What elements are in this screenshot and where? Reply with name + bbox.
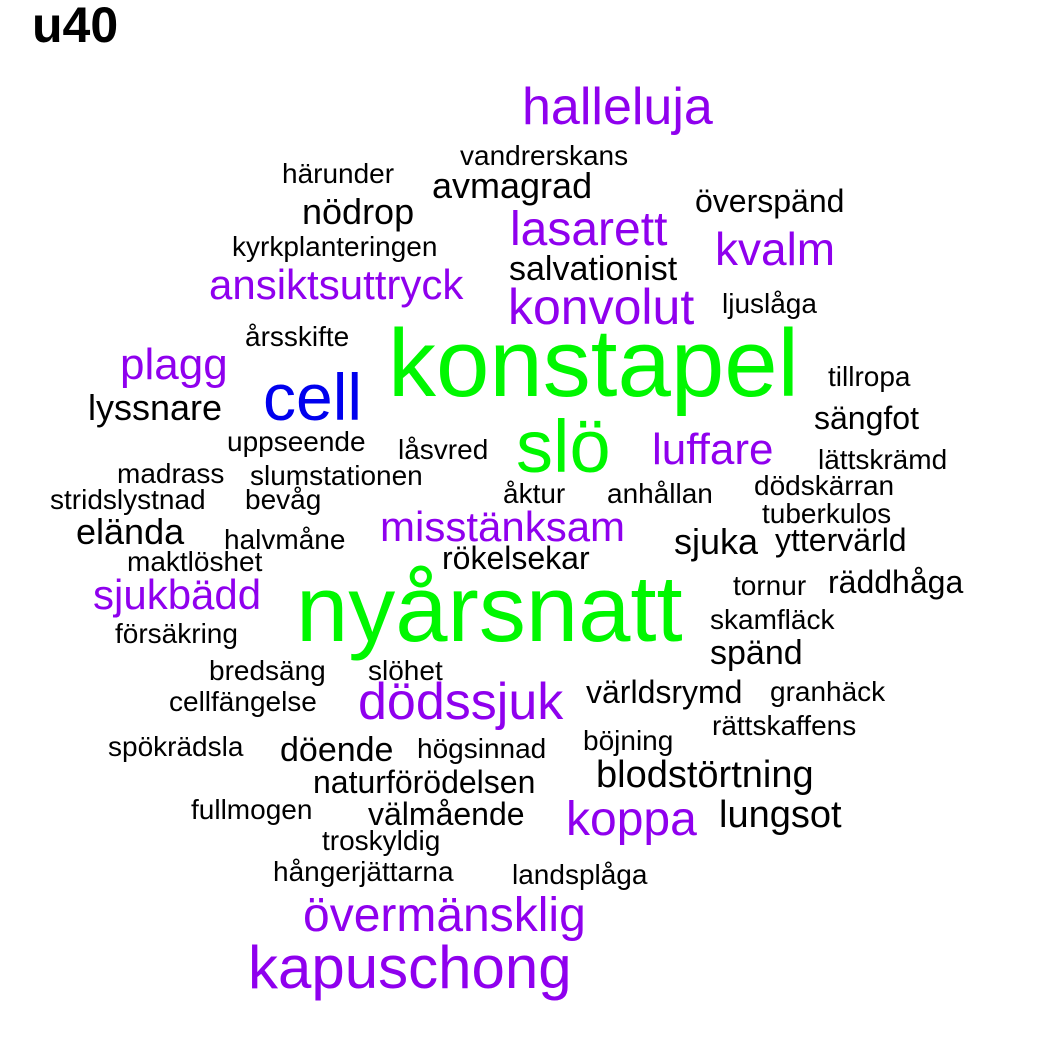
word-lungsot: lungsot	[719, 794, 842, 836]
word-ljuslaga: ljuslåga	[722, 288, 817, 319]
word-anhallan: anhållan	[607, 478, 713, 509]
word-hangerjattarna: hångerjättarna	[273, 856, 454, 887]
word-spand: spänd	[710, 634, 803, 672]
word-raddhaga: räddhåga	[828, 564, 964, 600]
word-doende: döende	[280, 731, 394, 769]
word-tillropa: tillropa	[828, 361, 911, 392]
word-dodssjuk: dödssjuk	[358, 673, 564, 731]
word-aktur: åktur	[503, 478, 566, 509]
word-halleluja: halleluja	[522, 78, 713, 136]
word-blodstortning: blodstörtning	[596, 754, 814, 796]
word-rokelsekar: rökelsekar	[442, 540, 590, 576]
word-fullmogen: fullmogen	[191, 794, 313, 825]
word-landsplaga: landsplåga	[512, 859, 648, 890]
word-hogsinnad: högsinnad	[417, 733, 547, 764]
word-cell: cell	[263, 360, 363, 434]
word-lasarett: lasarett	[510, 203, 668, 256]
word-kapuschong: kapuschong	[248, 934, 572, 1001]
word-salvationist: salvationist	[509, 250, 678, 288]
word-luffare: luffare	[652, 425, 774, 474]
word-lattskramd: lättskrämd	[818, 444, 948, 475]
word-skamflack: skamfläck	[710, 604, 835, 635]
word-halvmane: halvmåne	[224, 524, 346, 555]
word-kyrkplanteringen: kyrkplanteringen	[232, 231, 438, 262]
word-maktloshet: maktlöshet	[127, 546, 263, 577]
word-naturforodelsen: naturförödelsen	[313, 764, 536, 800]
word-spokradsla: spökrädsla	[108, 731, 244, 762]
word-overspand: överspänd	[695, 183, 845, 219]
word-valmaende: välmående	[368, 796, 525, 832]
word-bredsang: bredsäng	[209, 655, 326, 686]
word-konvolut: konvolut	[508, 279, 695, 335]
word-misstanksam: misstänksam	[380, 503, 626, 550]
word-harunder: härunder	[282, 158, 395, 189]
word-varldsrymd: världsrymd	[586, 674, 743, 710]
word-dodskarran: dödskärran	[754, 470, 895, 501]
word-lyssnare: lyssnare	[88, 387, 223, 428]
word-sjukbadd: sjukbädd	[93, 571, 262, 618]
word-nodrop: nödrop	[302, 191, 415, 232]
word-bojning: böjning	[583, 725, 674, 756]
word-granhack: granhäck	[770, 676, 886, 707]
word-cellfangelse: cellfängelse	[169, 686, 317, 717]
word-ansiktsuttryck: ansiktsuttryck	[209, 261, 464, 308]
word-slo: slö	[516, 405, 611, 488]
word-troskyldig: troskyldig	[322, 825, 441, 856]
word-bevag: bevåg	[245, 484, 322, 515]
word-sjuka: sjuka	[674, 521, 759, 562]
word-overmansklig: övermänsklig	[303, 889, 586, 942]
word-vandrerskans: vandrerskans	[460, 140, 629, 171]
word-uppseende: uppseende	[227, 426, 366, 457]
word-lasvred: låsvred	[398, 434, 489, 465]
word-slumstationen: slumstationen	[250, 460, 423, 491]
word-plagg: plagg	[120, 340, 228, 389]
word-arsskifte: årsskifte	[245, 321, 350, 352]
word-madrass: madrass	[117, 458, 225, 489]
word-avmagrad: avmagrad	[432, 165, 593, 206]
word-elanda: eländа	[76, 511, 185, 552]
word-tuberkulos: tuberkulos	[762, 498, 892, 529]
word-forsakring: försäkring	[115, 618, 238, 649]
word-kvalm: kvalm	[715, 223, 836, 275]
chart-title: u40	[32, 0, 119, 53]
word-stridslystnad: stridslystnad	[50, 484, 206, 515]
word-nyarsnatt: nyårsnatt	[296, 556, 683, 661]
word-slohet: slöhet	[368, 655, 443, 686]
word-yttervarld: yttervärld	[775, 522, 907, 558]
word-sangfot: sängfot	[814, 400, 919, 436]
word-koppa: koppa	[566, 793, 697, 846]
word-rattskaffens: rättskaffens	[712, 710, 857, 741]
word-konstapel: konstapel	[388, 310, 799, 417]
word-tornur: tornur	[733, 570, 807, 601]
